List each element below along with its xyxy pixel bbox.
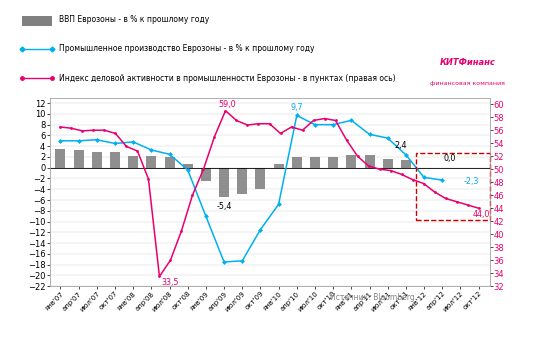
Text: 9,7: 9,7 [290, 103, 303, 112]
Bar [146, 156, 156, 168]
Bar [310, 157, 320, 168]
Bar [346, 155, 356, 168]
Bar [219, 168, 229, 197]
Bar [128, 156, 138, 168]
Bar [74, 150, 84, 168]
Text: -5,4: -5,4 [216, 202, 232, 211]
Text: 44,0: 44,0 [472, 210, 490, 219]
Text: Источник: Bloomberg: Источник: Bloomberg [330, 293, 415, 302]
Text: 59,0: 59,0 [218, 100, 236, 109]
Bar [56, 149, 65, 168]
Bar [22, 16, 52, 26]
Bar [237, 168, 248, 194]
Bar [416, 153, 491, 221]
Text: финансовая компания: финансовая компания [430, 81, 505, 86]
Bar [92, 151, 102, 168]
Bar [273, 164, 284, 168]
Bar [365, 155, 375, 168]
Bar [201, 168, 211, 181]
Text: -2,3: -2,3 [464, 177, 480, 186]
Text: 33,5: 33,5 [162, 279, 179, 287]
Bar [255, 168, 266, 189]
Text: 2,4: 2,4 [394, 141, 406, 150]
Bar [110, 151, 120, 168]
Bar [164, 157, 174, 168]
Bar [328, 157, 338, 168]
Text: КИТФинанс: КИТФинанс [439, 58, 496, 67]
Text: 0,0: 0,0 [443, 154, 456, 163]
Text: Индекс деловой активности в промышленности Еврозоны - в пунктах (правая ось): Индекс деловой активности в промышленнос… [59, 74, 396, 83]
Bar [383, 158, 393, 168]
Bar [183, 164, 192, 168]
Text: ВВП Еврозоны - в % к прошлому году: ВВП Еврозоны - в % к прошлому году [59, 15, 210, 24]
Bar [292, 157, 302, 168]
Text: Промышленное производство Еврозоны - в % к прошлому году: Промышленное производство Еврозоны - в %… [59, 44, 315, 53]
Bar [401, 160, 411, 168]
